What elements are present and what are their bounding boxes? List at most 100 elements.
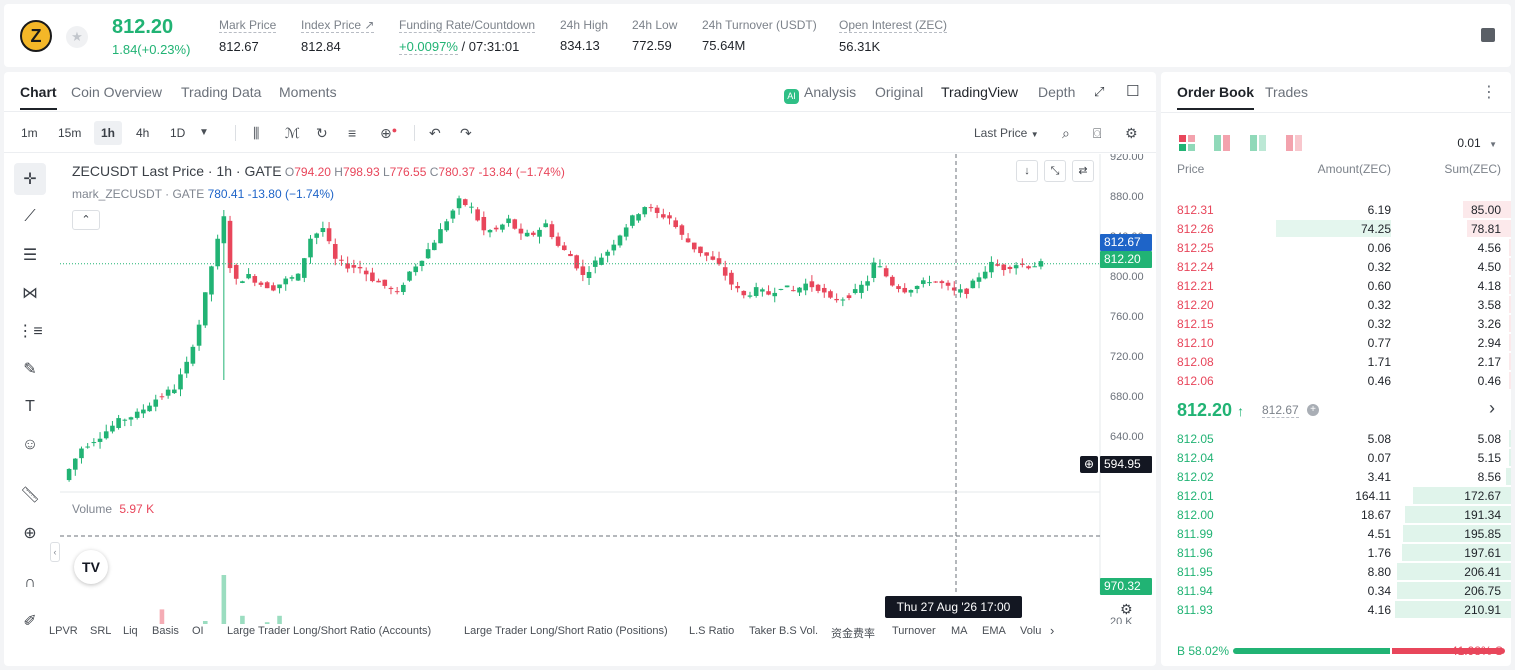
toggle-toolbar-icon[interactable]: ‹ [50, 542, 60, 562]
timeframe-dropdown-icon[interactable]: ▼ [199, 127, 209, 138]
candle-type-icon[interactable]: ⫼ [253, 125, 260, 141]
candle-body [704, 252, 709, 256]
ask-row[interactable]: 812.06 0.46 0.46 [1161, 371, 1511, 390]
ask-row[interactable]: 812.08 1.71 2.17 [1161, 352, 1511, 371]
tab-trading-data[interactable]: Trading Data [181, 84, 262, 100]
zoom-in-icon[interactable]: ⊕ [23, 525, 37, 542]
ask-row[interactable]: 812.25 0.06 4.56 [1161, 238, 1511, 257]
indicators-icon[interactable]: ℳ [285, 125, 300, 141]
tab-moments[interactable]: Moments [279, 84, 337, 100]
ask-row[interactable]: 812.15 0.32 3.26 [1161, 314, 1511, 333]
text-tool-icon[interactable]: T [25, 398, 35, 415]
ask-row[interactable]: 812.31 6.19 85.00 [1161, 200, 1511, 219]
undo-icon[interactable]: ↶ [429, 125, 441, 141]
crosshair-icon[interactable]: ✛ [14, 163, 46, 195]
add-indicator-icon[interactable]: ⊕● [380, 125, 398, 141]
pattern-icon[interactable]: ⋈ [22, 285, 38, 302]
tab-analysis[interactable]: AI Analysis [784, 84, 856, 104]
tab-original[interactable]: Original [875, 84, 924, 100]
bid-row[interactable]: 811.99 4.51 195.85 [1161, 524, 1511, 543]
bid-row[interactable]: 811.93 4.16 210.91 [1161, 600, 1511, 619]
ask-row[interactable]: 812.20 0.32 3.58 [1161, 295, 1511, 314]
tab-coin-overview[interactable]: Coin Overview [71, 84, 163, 100]
indicator-liq[interactable]: Liq [123, 625, 138, 637]
indicator-ls-ratio[interactable]: L.S Ratio [689, 625, 735, 637]
candle-body [834, 298, 839, 301]
ask-row[interactable]: 812.10 0.77 2.94 [1161, 333, 1511, 352]
bid-row[interactable]: 812.01 164.11 172.67 [1161, 486, 1511, 505]
indicator-ema[interactable]: EMA [982, 625, 1006, 637]
indicator-turnover[interactable]: Turnover [892, 625, 936, 637]
price-chart[interactable]: 920.00880.00840.00800.00760.00720.00680.… [4, 154, 1156, 624]
bid-row[interactable]: 811.96 1.76 197.61 [1161, 543, 1511, 562]
indicator-volume[interactable]: Volu [1020, 625, 1042, 637]
view-asks-icon[interactable] [1286, 135, 1302, 151]
indicator-lpvr[interactable]: LPVR [49, 625, 78, 637]
chart-settings-icon[interactable]: ⚙ [1120, 601, 1133, 617]
bid-row[interactable]: 812.04 0.07 5.15 [1161, 448, 1511, 467]
ask-row[interactable]: 812.21 0.60 4.18 [1161, 276, 1511, 295]
bid-row[interactable]: 811.95 8.80 206.41 [1161, 562, 1511, 581]
timeframe-1h[interactable]: 1h [94, 121, 123, 145]
fib-icon[interactable]: ⋮≡ [17, 323, 43, 340]
stat-index-price[interactable]: Index Price ↗ 812.84 [301, 18, 375, 54]
view-both-icon[interactable] [1179, 135, 1195, 151]
trendline-icon[interactable]: ⟋ [24, 208, 36, 225]
orderbook-sum: 3.58 [1477, 298, 1501, 312]
book-icon[interactable] [1481, 28, 1495, 42]
volume-tick-label: 20 K [1110, 616, 1133, 624]
templates-icon[interactable]: ≡ [348, 125, 357, 141]
ruler-icon[interactable]: 📏︎ [19, 487, 41, 504]
y-tick-label: 800.00 [1110, 271, 1144, 283]
indicator-taker-vol[interactable]: Taker B.S Vol. [749, 625, 819, 637]
tab-depth[interactable]: Depth [1038, 84, 1076, 100]
price-type-select[interactable]: Last Price ▼ [974, 126, 1039, 140]
tab-trades[interactable]: Trades [1265, 84, 1309, 100]
precision-select[interactable]: 0.01 ▼ [1457, 136, 1497, 150]
pencil-lock-icon[interactable]: ✐ [23, 613, 37, 630]
ask-row[interactable]: 812.24 0.32 4.50 [1161, 257, 1511, 276]
search-icon[interactable]: ⌕ [1062, 125, 1070, 141]
indicator-lt-accounts[interactable]: Large Trader Long/Short Ratio (Accounts) [227, 625, 432, 637]
indicator-funding-rate[interactable]: 资金费率 [831, 628, 875, 640]
redo-icon[interactable]: ↷ [460, 125, 472, 141]
collapse-legend-icon[interactable]: ⌃ [72, 210, 100, 230]
horizontal-lines-icon[interactable]: ☰ [22, 247, 38, 264]
timeframe-4h[interactable]: 4h [136, 126, 150, 140]
info-shield-icon[interactable]: + [1307, 404, 1319, 416]
swap-icon[interactable]: ⇄ [1072, 160, 1094, 182]
emoji-icon[interactable]: ☺ [21, 436, 39, 453]
favorite-star-icon[interactable]: ★ [66, 26, 88, 48]
timeframe-1m[interactable]: 1m [21, 126, 38, 140]
chevron-right-icon[interactable]: › [1489, 398, 1495, 418]
camera-icon[interactable]: ⌼ [1093, 125, 1102, 141]
bid-row[interactable]: 812.05 5.08 5.08 [1161, 429, 1511, 448]
fullscreen-icon[interactable]: ⤡ [1044, 160, 1066, 182]
ask-row[interactable]: 812.26 74.25 78.81 [1161, 219, 1511, 238]
bid-row[interactable]: 812.00 18.67 191.34 [1161, 505, 1511, 524]
indicator-ma[interactable]: MA [951, 625, 968, 637]
settings-gear-icon[interactable]: ⚙ [1125, 125, 1138, 141]
add-alert-icon[interactable]: ⊕ [1080, 456, 1098, 473]
tab-order-book[interactable]: Order Book [1177, 84, 1255, 110]
scroll-down-icon[interactable]: ↓ [1016, 160, 1038, 182]
tab-chart[interactable]: Chart [20, 84, 57, 110]
expand-icon[interactable]: ⤢ [1094, 84, 1105, 99]
bid-row[interactable]: 811.94 0.34 206.75 [1161, 581, 1511, 600]
brush-icon[interactable]: ✎ [23, 361, 37, 378]
scroll-right-icon[interactable]: › [1050, 623, 1055, 638]
timeframe-1d[interactable]: 1D [170, 126, 186, 140]
more-options-icon[interactable]: ⋮ [1481, 84, 1497, 101]
refresh-icon[interactable]: ↻ [316, 125, 328, 141]
bid-row[interactable]: 812.02 3.41 8.56 [1161, 467, 1511, 486]
indicator-basis[interactable]: Basis [152, 625, 179, 637]
magnet-icon[interactable]: ∩ [24, 574, 36, 591]
indicator-lt-positions[interactable]: Large Trader Long/Short Ratio (Positions… [464, 625, 668, 637]
indicator-oi[interactable]: OI [192, 625, 204, 637]
view-bids-icon[interactable] [1250, 135, 1266, 151]
view-split-icon[interactable] [1214, 135, 1230, 151]
timeframe-15m[interactable]: 15m [58, 126, 82, 140]
window-icon[interactable]: ☐ [1126, 83, 1140, 100]
indicator-srl[interactable]: SRL [90, 625, 112, 637]
tab-tradingview[interactable]: TradingView [941, 84, 1019, 100]
